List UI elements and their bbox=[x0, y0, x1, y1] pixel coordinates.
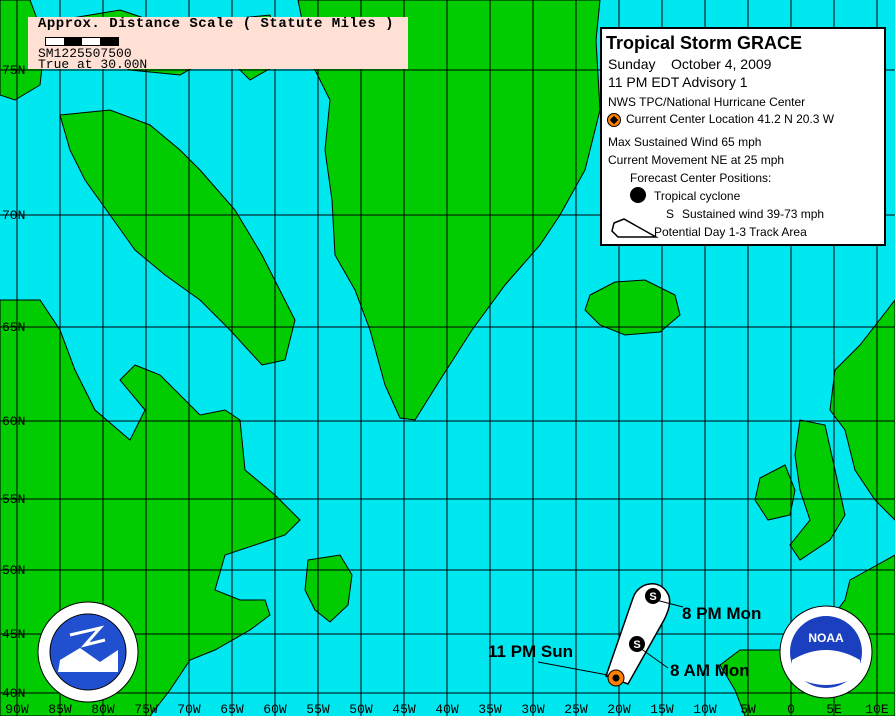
lat-label: 65N bbox=[2, 320, 25, 335]
track-area-icon bbox=[611, 218, 659, 238]
advisory-date: Sunday October 4, 2009 bbox=[608, 56, 772, 72]
scandinavia bbox=[829, 299, 895, 521]
scale-true-at: True at 30.00N bbox=[38, 57, 148, 72]
newfoundland bbox=[304, 554, 353, 623]
lon-label: 35W bbox=[478, 702, 502, 716]
label-leader-8am bbox=[639, 647, 669, 669]
scale-title: Approx. Distance Scale ( Statute Miles ) bbox=[38, 16, 395, 32]
tropical-cyclone-icon bbox=[630, 187, 646, 203]
lon-label: 15W bbox=[650, 702, 674, 716]
lon-label: 10E bbox=[865, 702, 889, 716]
lon-label: 30W bbox=[521, 702, 545, 716]
forecast-position-8am-icon[interactable] bbox=[629, 636, 645, 652]
lon-label: 65W bbox=[220, 702, 244, 716]
scale-numbers: SM1225507500 bbox=[38, 46, 132, 61]
forecast-header: Forecast Center Positions: bbox=[630, 171, 772, 185]
noaa-logo: NOAA bbox=[779, 605, 873, 699]
lon-label: 50W bbox=[349, 702, 373, 716]
lon-label: 45W bbox=[392, 702, 416, 716]
label-8am-mon: 8 AM Mon bbox=[670, 661, 750, 680]
lon-label: 0 bbox=[787, 702, 795, 716]
lon-label: 5W bbox=[740, 702, 756, 716]
storm-title: Tropical Storm GRACE bbox=[606, 33, 803, 53]
lat-label: 40N bbox=[2, 686, 25, 701]
lat-label: 75N bbox=[2, 63, 25, 78]
baffin-island bbox=[59, 109, 296, 366]
label-8pm-mon: 8 PM Mon bbox=[682, 604, 761, 623]
lat-label: 55N bbox=[2, 492, 25, 507]
advisory-number: 11 PM EDT Advisory 1 bbox=[608, 74, 748, 90]
storm-symbol-8pm: S bbox=[649, 591, 656, 603]
scale-bar bbox=[45, 37, 119, 46]
grid-labels: 90W 85W 80W 75W 70W 65W 60W 55W 50W 45W 40W 35W 30W 2… bbox=[2, 63, 889, 716]
nws-logo bbox=[37, 601, 139, 703]
label-11pm-sun: 11 PM Sun bbox=[488, 642, 573, 661]
lon-label: 10W bbox=[693, 702, 717, 716]
lon-label: 80W bbox=[91, 702, 115, 716]
potential-track-area bbox=[605, 583, 671, 685]
tropical-cyclone-label: Tropical cyclone bbox=[654, 189, 741, 203]
storm-symbol-8am: S bbox=[633, 639, 640, 651]
agency: NWS TPC/National Hurricane Center bbox=[608, 95, 806, 109]
sustained-wind-label: Sustained wind 39-73 mph bbox=[682, 207, 825, 221]
lon-label: 85W bbox=[48, 702, 72, 716]
ireland bbox=[754, 464, 796, 521]
storm-legend: Tropical Storm GRACE Sunday October 4, 2… bbox=[600, 27, 886, 246]
lat-label: 45N bbox=[2, 627, 25, 642]
iceland bbox=[584, 279, 681, 336]
distance-scale: Approx. Distance Scale ( Statute Miles )… bbox=[28, 16, 408, 72]
max-wind: Max Sustained Wind 65 mph bbox=[608, 135, 762, 149]
noaa-logo-text: NOAA bbox=[808, 631, 844, 645]
current-position-dot bbox=[612, 674, 620, 682]
lat-label: 50N bbox=[2, 563, 25, 578]
current-location-icon bbox=[607, 113, 621, 127]
lon-label: 55W bbox=[306, 702, 330, 716]
current-location: Current Center Location 41.2 N 20.3 W bbox=[626, 112, 835, 126]
lon-label: 5E bbox=[826, 702, 842, 716]
label-leader-8pm bbox=[655, 599, 684, 608]
lat-label: 70N bbox=[2, 208, 25, 223]
lon-label: 25W bbox=[564, 702, 588, 716]
lon-label: 60W bbox=[263, 702, 287, 716]
movement: Current Movement NE at 25 mph bbox=[608, 153, 785, 167]
lon-label: 75W bbox=[134, 702, 158, 716]
lat-label: 60N bbox=[2, 414, 25, 429]
s-symbol: S bbox=[666, 207, 675, 221]
label-leader-current bbox=[537, 661, 614, 677]
great-britain bbox=[789, 419, 846, 561]
lon-label: 40W bbox=[435, 702, 459, 716]
track-area-label: Potential Day 1-3 Track Area bbox=[654, 225, 807, 239]
lon-label: 20W bbox=[607, 702, 631, 716]
lon-label: 70W bbox=[177, 702, 201, 716]
lon-label: 90W bbox=[5, 702, 29, 716]
track-cone: S S 11 PM Sun 8 AM Mon 8 PM Mon bbox=[488, 583, 761, 687]
greenland bbox=[297, 0, 601, 421]
forecast-position-8pm-icon[interactable] bbox=[645, 588, 661, 604]
